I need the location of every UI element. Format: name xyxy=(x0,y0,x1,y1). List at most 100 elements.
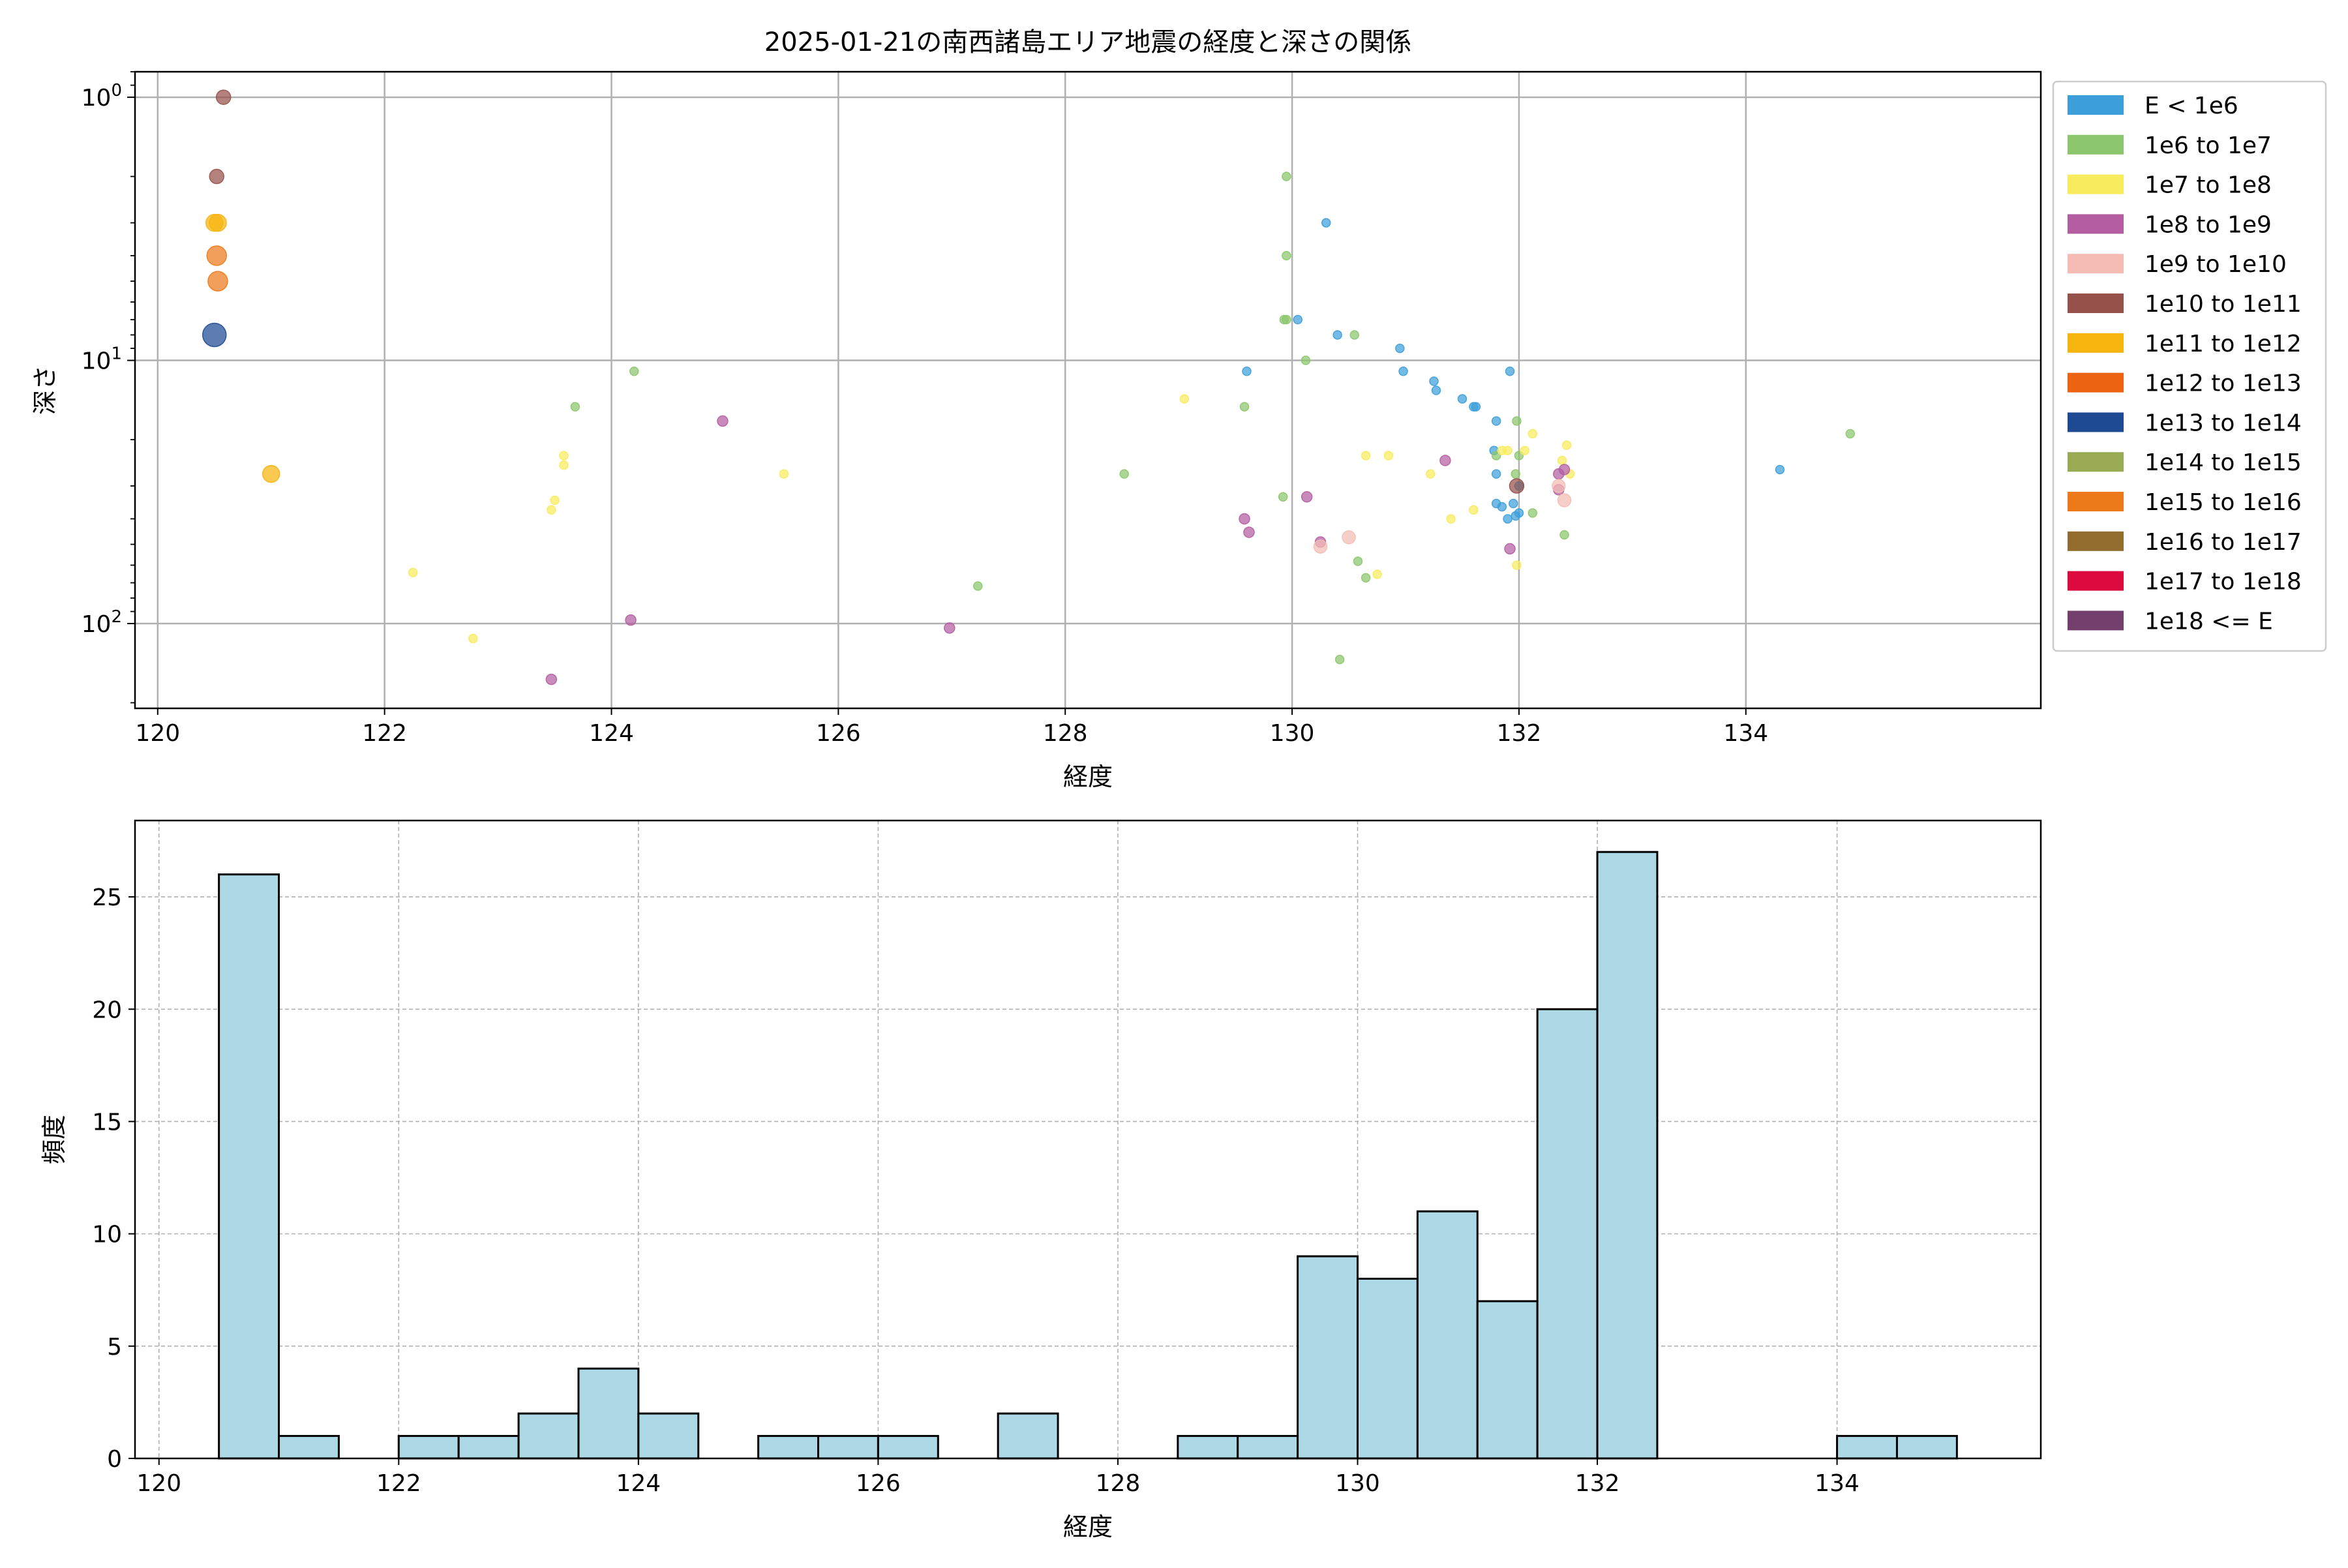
histogram-y-tick-label: 5 xyxy=(107,1334,122,1361)
histogram-bar xyxy=(1297,1255,1359,1460)
scatter-point xyxy=(1446,514,1456,524)
legend-swatch xyxy=(2068,372,2124,393)
histogram-y-axis-label: 頻度 xyxy=(40,1115,68,1164)
scatter-point xyxy=(1775,464,1785,475)
scatter-point xyxy=(1557,493,1572,507)
scatter-point xyxy=(1429,376,1439,386)
scatter-x-tick-label: 120 xyxy=(135,720,180,747)
scatter-point xyxy=(973,581,983,591)
histogram-bar xyxy=(1895,1435,1958,1460)
scatter-point xyxy=(1471,402,1481,412)
chart-title: 2025-01-21の南西諸島エリア地震の経度と深さの関係 xyxy=(764,27,1411,57)
legend-swatch xyxy=(2068,531,2124,551)
histogram-x-tick-label: 120 xyxy=(136,1470,181,1497)
histogram-x-tick-label: 128 xyxy=(1096,1470,1141,1497)
legend-label: 1e17 to 1e18 xyxy=(2145,569,2302,596)
scatter-point xyxy=(1558,464,1571,475)
scatter-y-tick-label: 100 xyxy=(82,81,122,112)
histogram-bar xyxy=(517,1412,580,1460)
scatter-point xyxy=(1508,498,1518,509)
scatter-point xyxy=(1383,451,1394,460)
legend-swatch xyxy=(2068,571,2124,591)
histogram-bar xyxy=(278,1435,340,1460)
histogram-x-ticks: 120 122 124 126 128 130 132 134 xyxy=(136,1458,1859,1497)
scatter-point xyxy=(1503,514,1513,524)
scatter-point xyxy=(1398,366,1408,376)
scatter-point xyxy=(1361,573,1371,583)
legend-swatch xyxy=(2068,412,2124,432)
scatter-point xyxy=(1505,366,1515,376)
legend-swatch xyxy=(2068,254,2124,274)
scatter-point xyxy=(550,495,560,505)
scatter-gridlines xyxy=(135,72,2041,708)
histogram-bar xyxy=(1836,1435,1898,1460)
histogram-panel: 120 122 124 126 128 130 132 134 0 5 10 15 20 25 経度 頻… xyxy=(40,819,2042,1541)
scatter-point xyxy=(1512,560,1522,570)
legend-swatch xyxy=(2068,492,2124,511)
scatter-point xyxy=(1512,416,1522,426)
histogram-y-tick-label: 25 xyxy=(92,884,122,911)
legend-label: 1e14 to 1e15 xyxy=(2145,449,2302,476)
legend-swatch xyxy=(2068,174,2124,194)
scatter-point xyxy=(1511,511,1520,521)
scatter-point xyxy=(1349,330,1359,340)
histogram-bar xyxy=(1356,1278,1419,1460)
histogram-bar xyxy=(218,873,280,1460)
histogram-bar xyxy=(457,1435,520,1460)
histogram-bar xyxy=(757,1435,820,1460)
histogram-y-tick-label: 20 xyxy=(92,997,122,1023)
scatter-point xyxy=(207,271,228,292)
scatter-point xyxy=(779,469,789,479)
histogram-y-ticks: 0 5 10 15 20 25 xyxy=(92,884,135,1473)
scatter-point xyxy=(1491,469,1501,479)
histogram-plot-frame xyxy=(134,819,2042,1460)
scatter-point xyxy=(1239,402,1250,412)
legend-swatch xyxy=(2068,134,2124,155)
scatter-x-tick-label: 124 xyxy=(589,720,634,747)
scatter-point xyxy=(209,168,224,185)
histogram-bar xyxy=(1416,1210,1479,1460)
scatter-x-tick-label: 126 xyxy=(816,720,861,747)
scatter-point xyxy=(625,614,637,626)
scatter-point xyxy=(1301,490,1313,503)
scatter-point xyxy=(547,505,556,515)
scatter-x-tick-label: 122 xyxy=(362,720,407,747)
scatter-point xyxy=(1528,508,1538,518)
scatter-point xyxy=(1520,445,1529,455)
scatter-point xyxy=(1332,330,1342,340)
histogram-bar xyxy=(397,1435,460,1460)
scatter-point xyxy=(1119,469,1129,479)
scatter-point xyxy=(215,89,232,105)
legend-swatch xyxy=(2068,294,2124,313)
legend-label: 1e18 <= E xyxy=(2145,608,2273,635)
histogram-x-tick-label: 122 xyxy=(376,1470,421,1497)
scatter-point xyxy=(1342,530,1356,545)
scatter-point xyxy=(1353,556,1363,566)
scatter-point xyxy=(1179,394,1190,404)
legend: E < 1e6 1e6 to 1e7 1e7 to 1e8 1e8 to 1e9 1e9… xyxy=(2052,80,2327,652)
histogram-bar xyxy=(1596,851,1659,1460)
scatter-point xyxy=(1372,569,1382,579)
scatter-point xyxy=(1282,250,1291,261)
scatter-point xyxy=(1239,513,1250,525)
scatter-panel: 2025-01-21の南西諸島エリア地震の経度と深さの関係 120 122 124 1… xyxy=(31,27,2327,791)
histogram-y-tick-label: 15 xyxy=(92,1109,122,1136)
scatter-point xyxy=(717,415,729,427)
legend-label: 1e16 to 1e17 xyxy=(2145,529,2302,556)
histogram-y-tick-label: 10 xyxy=(92,1222,122,1248)
scatter-point xyxy=(1361,451,1371,460)
histogram-x-tick-label: 130 xyxy=(1335,1470,1380,1497)
histogram-bar xyxy=(1177,1435,1239,1460)
scatter-point xyxy=(1491,416,1501,426)
scatter-point xyxy=(629,366,639,376)
scatter-point xyxy=(206,245,227,266)
scatter-point xyxy=(1469,505,1479,515)
scatter-point xyxy=(1313,539,1328,554)
scatter-point xyxy=(1282,172,1291,181)
histogram-bar xyxy=(1536,1008,1599,1460)
scatter-point xyxy=(1561,440,1572,450)
scatter-point xyxy=(1457,394,1468,404)
scatter-point xyxy=(1845,429,1856,439)
scatter-point xyxy=(570,402,580,412)
